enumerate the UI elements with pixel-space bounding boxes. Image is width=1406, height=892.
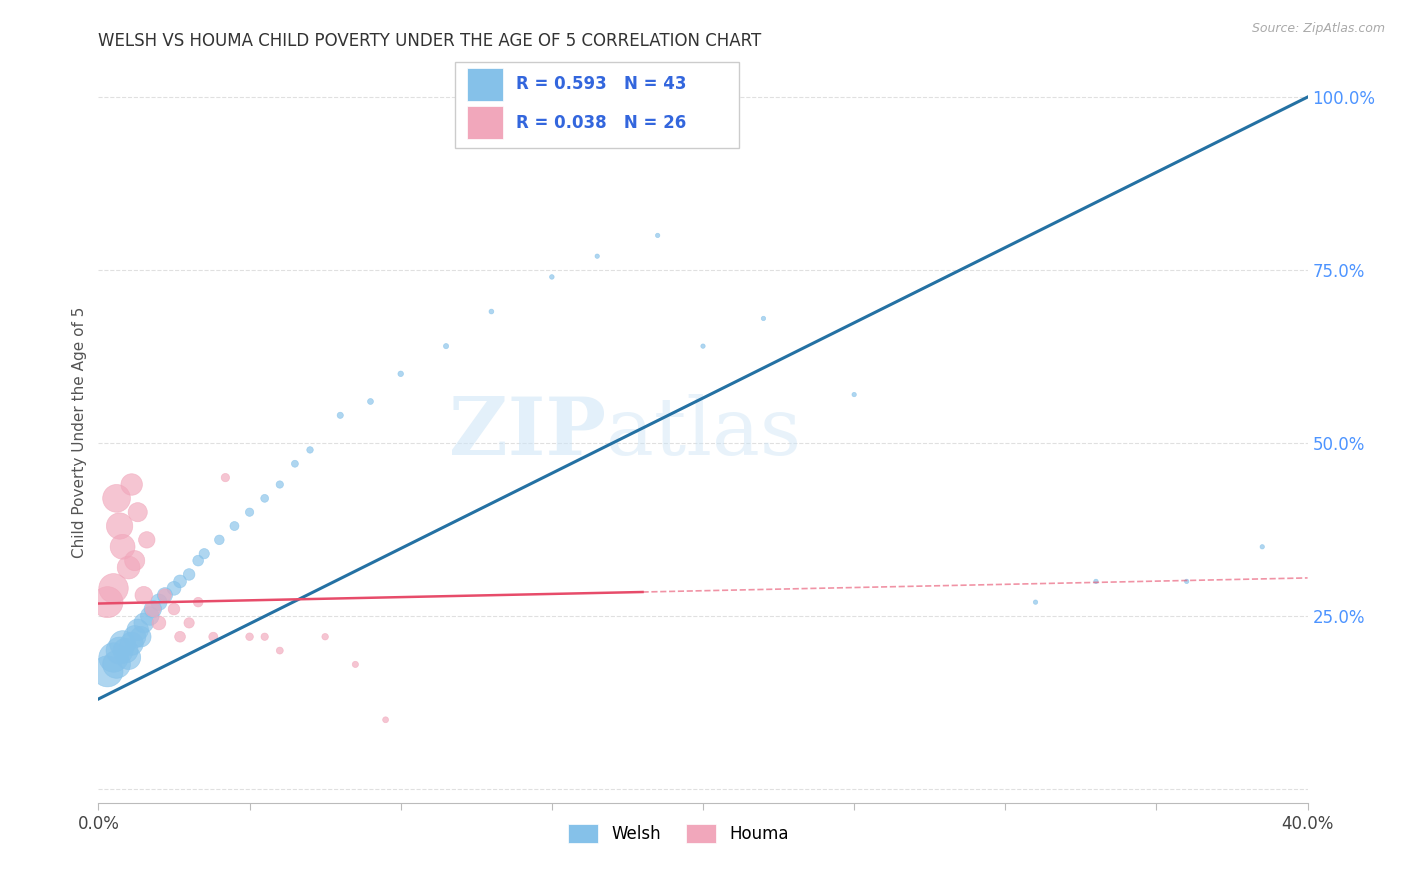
Point xyxy=(239,505,262,519)
Point xyxy=(187,595,209,609)
Point xyxy=(111,540,134,554)
Text: atlas: atlas xyxy=(606,393,801,472)
Point xyxy=(481,304,503,318)
Point xyxy=(127,623,149,637)
Point xyxy=(118,560,141,574)
Point xyxy=(253,491,276,506)
Point xyxy=(139,609,162,624)
Point xyxy=(114,643,136,657)
Point xyxy=(153,588,176,602)
Point xyxy=(105,491,128,506)
Point xyxy=(127,505,149,519)
Point xyxy=(135,533,157,547)
Point xyxy=(108,643,131,657)
Point xyxy=(299,442,322,457)
Point xyxy=(148,615,170,630)
FancyBboxPatch shape xyxy=(456,62,740,147)
Legend: Welsh, Houma: Welsh, Houma xyxy=(562,817,796,850)
Point xyxy=(269,643,291,657)
Point xyxy=(1085,574,1108,589)
Point xyxy=(108,519,131,533)
Point xyxy=(284,457,307,471)
Point xyxy=(239,630,262,644)
Point xyxy=(121,637,143,651)
Point xyxy=(96,595,118,609)
Point xyxy=(540,269,562,284)
Point xyxy=(202,630,225,644)
Point xyxy=(142,602,165,616)
Point xyxy=(1251,540,1274,554)
Point xyxy=(103,650,125,665)
Point xyxy=(163,602,186,616)
Text: ZIP: ZIP xyxy=(450,393,606,472)
Point xyxy=(118,650,141,665)
FancyBboxPatch shape xyxy=(467,106,503,139)
Point xyxy=(132,615,155,630)
Point xyxy=(434,339,457,353)
Point xyxy=(360,394,382,409)
Point xyxy=(163,582,186,596)
Point xyxy=(692,339,714,353)
Point xyxy=(187,554,209,568)
Text: WELSH VS HOUMA CHILD POVERTY UNDER THE AGE OF 5 CORRELATION CHART: WELSH VS HOUMA CHILD POVERTY UNDER THE A… xyxy=(98,32,762,50)
Point xyxy=(374,713,396,727)
Point xyxy=(103,582,125,596)
Y-axis label: Child Poverty Under the Age of 5: Child Poverty Under the Age of 5 xyxy=(72,307,87,558)
Point xyxy=(344,657,367,672)
Point xyxy=(389,367,412,381)
Point xyxy=(193,547,215,561)
Point xyxy=(1175,574,1198,589)
FancyBboxPatch shape xyxy=(467,68,503,101)
Point xyxy=(208,533,231,547)
Point xyxy=(179,615,201,630)
Point xyxy=(121,477,143,491)
Point xyxy=(142,602,165,616)
Point xyxy=(224,519,246,533)
Point xyxy=(129,630,152,644)
Text: Source: ZipAtlas.com: Source: ZipAtlas.com xyxy=(1251,22,1385,36)
Point xyxy=(132,588,155,602)
Point xyxy=(124,630,146,644)
Point xyxy=(169,574,191,589)
Point xyxy=(844,387,866,401)
Point xyxy=(329,409,352,423)
Text: R = 0.038   N = 26: R = 0.038 N = 26 xyxy=(516,114,686,132)
Point xyxy=(111,637,134,651)
Point xyxy=(105,657,128,672)
Point xyxy=(314,630,336,644)
Point xyxy=(269,477,291,491)
Point xyxy=(153,588,176,602)
Point xyxy=(752,311,775,326)
Point xyxy=(124,554,146,568)
Text: R = 0.593   N = 43: R = 0.593 N = 43 xyxy=(516,76,686,94)
Point xyxy=(96,665,118,679)
Point xyxy=(586,249,609,263)
Point xyxy=(179,567,201,582)
Point xyxy=(253,630,276,644)
Point xyxy=(1024,595,1046,609)
Point xyxy=(148,595,170,609)
Point xyxy=(214,470,236,484)
Point xyxy=(169,630,191,644)
Point xyxy=(647,228,669,243)
